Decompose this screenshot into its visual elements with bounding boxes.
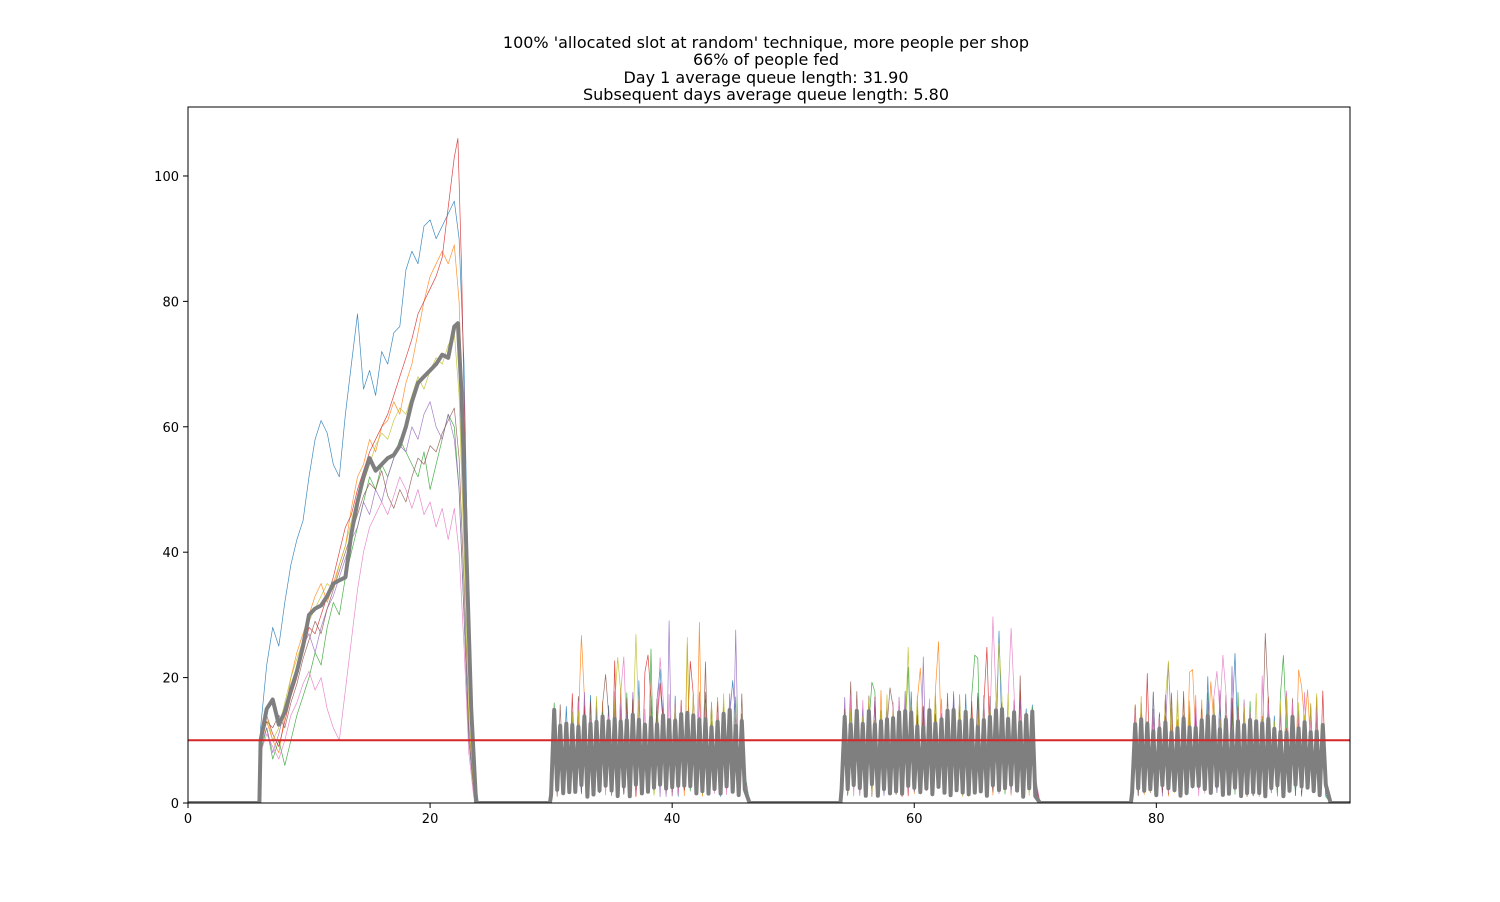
plot-frame <box>187 106 1351 804</box>
y-tick-label: 40 <box>162 546 179 561</box>
y-axis: 0 20 40 60 80 100 <box>154 170 188 812</box>
y-tick-label: 100 <box>154 170 179 185</box>
x-tick-label: 20 <box>422 812 439 827</box>
x-axis: 0 20 40 60 80 <box>184 803 1165 827</box>
shop-series-line-2 <box>188 244 1350 803</box>
title-line-2: 66% of people fed <box>693 50 839 69</box>
y-tick-label: 20 <box>162 672 179 687</box>
chart-title: 100% 'allocated slot at random' techniqu… <box>503 33 1029 104</box>
title-line-4: Subsequent days average queue length: 5.… <box>583 85 949 104</box>
average-series-line <box>188 321 1350 803</box>
x-tick-label: 40 <box>664 812 681 827</box>
series-layer <box>188 138 1350 803</box>
title-line-3: Day 1 average queue length: 31.90 <box>623 68 908 87</box>
shop-series-line-1 <box>188 200 1350 803</box>
x-tick-label: 60 <box>906 812 923 827</box>
x-tick-label: 80 <box>1148 812 1165 827</box>
title-line-1: 100% 'allocated slot at random' techniqu… <box>503 33 1029 52</box>
shop-series-line-4 <box>188 138 1350 803</box>
y-tick-label: 60 <box>162 421 179 436</box>
y-tick-label: 0 <box>171 797 179 812</box>
y-tick-label: 80 <box>162 295 179 310</box>
x-tick-label: 0 <box>184 812 192 827</box>
